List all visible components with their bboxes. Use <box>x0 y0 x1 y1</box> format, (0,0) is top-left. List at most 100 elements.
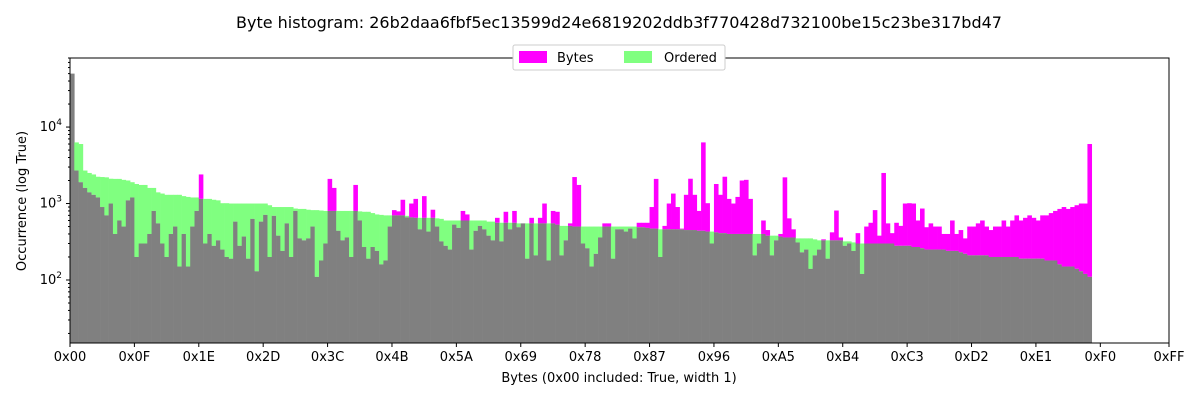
bar-excess <box>301 208 307 241</box>
bar-excess <box>756 233 762 244</box>
bar-overlap <box>387 226 393 343</box>
bar-excess <box>482 220 487 230</box>
bar-overlap <box>138 243 144 343</box>
bar-excess <box>658 229 663 257</box>
bar-overlap <box>744 233 749 343</box>
bar-excess <box>370 213 376 248</box>
bar-overlap <box>314 276 320 343</box>
bar-overlap <box>417 229 423 343</box>
bar-excess <box>203 198 208 244</box>
bar-excess <box>1035 220 1041 259</box>
bar-excess <box>838 237 844 241</box>
bar-excess <box>340 210 346 241</box>
bar-overlap <box>434 226 440 343</box>
bar-overlap <box>907 245 912 343</box>
bar-excess <box>602 223 607 227</box>
bar-excess <box>246 203 251 259</box>
bar-excess <box>585 226 590 249</box>
bar-overlap <box>945 250 951 343</box>
bar-overlap <box>100 207 105 343</box>
bar-excess <box>739 180 745 234</box>
bar-excess <box>967 226 972 256</box>
bar-excess <box>215 200 221 241</box>
bar-excess <box>1005 226 1011 257</box>
bar-overlap <box>984 255 989 343</box>
bar-overlap <box>808 268 813 343</box>
bar-excess <box>988 230 994 257</box>
bar-excess <box>744 179 749 234</box>
bar-excess <box>542 203 547 224</box>
bar-overlap <box>194 210 200 343</box>
bar-excess <box>653 178 659 229</box>
bar-excess <box>490 221 496 241</box>
y-axis-label: Occurrence (log True) <box>15 131 30 271</box>
bar-overlap <box>937 249 942 343</box>
bar-overlap <box>525 258 530 343</box>
bar-overlap <box>675 229 680 343</box>
x-tick-label: 0x69 <box>505 350 538 365</box>
bar-overlap <box>988 256 994 343</box>
y-tick-label: 104 <box>40 118 63 135</box>
bar-overlap <box>1078 271 1084 343</box>
bar-overlap <box>301 240 307 343</box>
x-tick-label: 0x1E <box>183 350 215 365</box>
bar-overlap <box>443 245 449 343</box>
bar-overlap <box>567 225 573 343</box>
bar-overlap <box>735 233 740 343</box>
bar-overlap <box>507 229 513 343</box>
bar-excess <box>155 192 161 224</box>
bar-overlap <box>1035 258 1041 343</box>
bar-overlap <box>585 248 590 343</box>
bar-excess <box>95 176 101 198</box>
bar-excess <box>439 218 444 242</box>
bar-overlap <box>164 256 170 343</box>
bar-overlap <box>709 243 715 343</box>
bar-excess <box>825 240 831 259</box>
bar-overlap <box>816 249 822 343</box>
bar-overlap <box>117 220 122 343</box>
bar-excess <box>705 203 710 232</box>
bar-excess <box>516 223 522 228</box>
bar-excess <box>812 239 818 256</box>
bar-excess <box>499 222 504 242</box>
legend-label-bytes: Bytes <box>557 51 594 66</box>
bar-excess <box>726 198 732 234</box>
bar-excess <box>177 194 182 267</box>
bar-excess <box>529 217 534 224</box>
bar-excess <box>323 210 328 244</box>
bar-overlap <box>241 236 247 343</box>
bar-excess <box>503 211 509 223</box>
bar-excess <box>864 226 869 244</box>
bar-overlap <box>237 245 243 343</box>
bar-overlap <box>576 226 582 343</box>
bar-overlap <box>872 243 878 343</box>
bar-overlap <box>95 197 101 343</box>
bar-overlap <box>928 249 934 343</box>
bar-excess <box>125 180 131 201</box>
bar-excess <box>610 226 616 259</box>
bar-excess <box>434 218 440 227</box>
bar-excess <box>207 198 212 234</box>
bar-excess <box>533 223 539 256</box>
bar-overlap <box>361 247 367 343</box>
bar-overlap <box>293 210 298 343</box>
bar-excess <box>649 207 655 229</box>
bar-excess <box>1078 203 1084 272</box>
bar-overlap <box>400 215 406 343</box>
bar-overlap <box>327 210 333 343</box>
bar-excess <box>962 238 968 254</box>
bar-excess <box>735 196 740 234</box>
bar-excess <box>241 203 247 237</box>
bar-excess <box>950 220 955 251</box>
bar-excess <box>537 217 543 224</box>
bar-excess <box>1031 217 1037 259</box>
bar-excess <box>709 231 715 244</box>
bar-excess <box>181 196 187 234</box>
bar-overlap <box>396 215 401 343</box>
bar-overlap <box>967 255 972 343</box>
bar-excess <box>1040 215 1045 259</box>
bar-overlap <box>533 255 539 343</box>
bar-excess <box>550 210 556 224</box>
bar-overlap <box>640 227 646 343</box>
bar-excess <box>774 235 779 241</box>
